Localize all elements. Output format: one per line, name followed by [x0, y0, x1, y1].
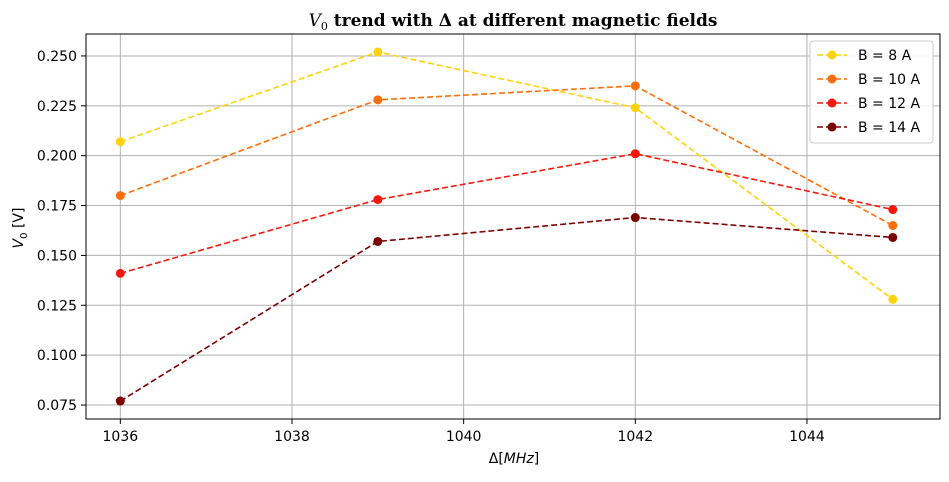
- x-tick-label: 1040: [446, 429, 482, 445]
- y-axis-label: V0 [V]: [11, 208, 30, 249]
- data-point: [888, 205, 898, 215]
- series-1: [115, 47, 898, 304]
- legend-marker: [827, 122, 837, 132]
- x-tick-label: 1044: [789, 429, 825, 445]
- legend-marker: [827, 74, 837, 84]
- series-line: [120, 152, 893, 275]
- legend-item: B = 10 A: [817, 72, 921, 88]
- x-tick-label: 1038: [274, 429, 310, 445]
- data-point: [630, 149, 640, 159]
- data-point: [630, 81, 640, 91]
- plot-frame: [85, 33, 941, 420]
- data-point: [115, 396, 125, 406]
- chart-title: V0 trend with Δ at different magnetic fi…: [309, 11, 718, 33]
- series-2: [115, 81, 898, 231]
- grid: [86, 34, 940, 419]
- data-point: [888, 221, 898, 231]
- series-layer: [115, 47, 898, 406]
- legend-item: B = 14 A: [817, 120, 921, 136]
- data-point: [115, 268, 125, 278]
- series-line: [120, 85, 894, 227]
- series-3: [115, 149, 898, 278]
- x-tick-label: 1036: [103, 429, 139, 445]
- ticks: 1036 1038 1040 1042 1044 0.075 0.100 0.125 0.150…: [37, 49, 825, 445]
- x-tick-label: 1042: [617, 429, 653, 445]
- data-point: [888, 294, 898, 304]
- series-4: [115, 213, 898, 406]
- data-point: [373, 95, 383, 105]
- legend: B = 8 A B = 10 A B = 12 A B = 14 A: [809, 40, 934, 144]
- y-tick-label: 0.125: [37, 298, 77, 314]
- y-tick-label: 0.100: [37, 348, 77, 364]
- data-point: [630, 213, 640, 223]
- legend-label: B = 8 A: [858, 48, 912, 64]
- data-point: [373, 195, 383, 205]
- y-tick-label: 0.225: [37, 99, 77, 115]
- legend-label: B = 14 A: [858, 120, 921, 136]
- data-point: [630, 103, 640, 113]
- series-line: [120, 51, 894, 300]
- series-line: [119, 216, 893, 402]
- data-point: [373, 236, 383, 246]
- x-axis-label: Δ[MHz]: [489, 451, 539, 467]
- legend-box: [809, 40, 934, 144]
- legend-label: B = 10 A: [858, 72, 921, 88]
- y-tick-label: 0.250: [37, 49, 77, 65]
- legend-item: B = 8 A: [817, 48, 912, 64]
- data-point: [115, 191, 125, 201]
- data-point: [373, 47, 383, 57]
- legend-marker: [827, 50, 837, 60]
- legend-label: B = 12 A: [858, 96, 921, 112]
- legend-item: B = 12 A: [817, 96, 921, 112]
- y-tick-label: 0.150: [37, 248, 77, 264]
- y-tick-label: 0.075: [37, 398, 77, 414]
- data-point: [115, 137, 125, 147]
- data-point: [888, 232, 898, 242]
- y-tick-label: 0.200: [37, 149, 77, 165]
- legend-marker: [827, 98, 837, 108]
- y-tick-label: 0.175: [37, 199, 77, 215]
